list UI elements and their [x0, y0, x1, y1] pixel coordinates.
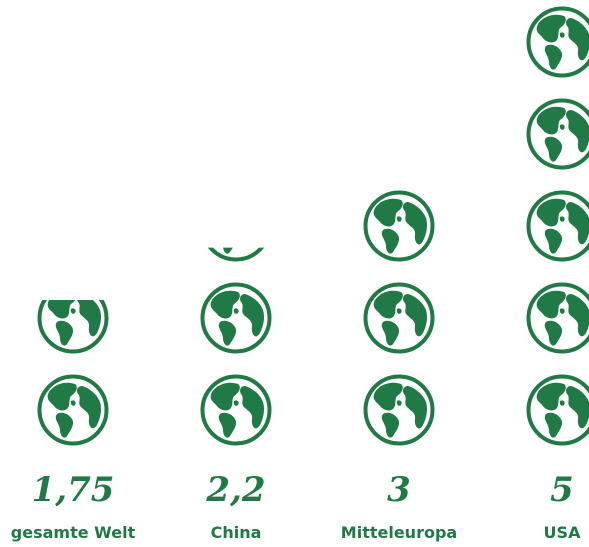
value-label: 3 [329, 470, 469, 510]
globe-stack [40, 285, 107, 444]
globe-icon [366, 285, 433, 352]
globe-icon [529, 285, 589, 352]
category-label: China [156, 523, 316, 543]
category-label: USA [482, 523, 589, 543]
globe-icon [529, 9, 589, 76]
globe-icon [40, 377, 107, 444]
pictogram-bars [40, 9, 589, 444]
globe-icon [203, 285, 270, 352]
globe-icon [529, 101, 589, 168]
value-label: 1,75 [3, 470, 143, 510]
value-label: 5 [492, 470, 589, 510]
globe-stack [203, 193, 270, 444]
globe-stack [366, 193, 433, 444]
globe-icon [203, 377, 270, 444]
globe-icon-partial [203, 193, 270, 260]
category-label: Mitteleuropa [319, 523, 479, 543]
globe-icon [366, 193, 433, 260]
globe-stack [529, 9, 589, 444]
category-label: gesamte Welt [0, 523, 153, 543]
globe-icon [529, 193, 589, 260]
value-label: 2,2 [166, 470, 306, 510]
globe-icon [366, 377, 433, 444]
globe-icon [529, 377, 589, 444]
globe-icon-partial [40, 285, 107, 352]
